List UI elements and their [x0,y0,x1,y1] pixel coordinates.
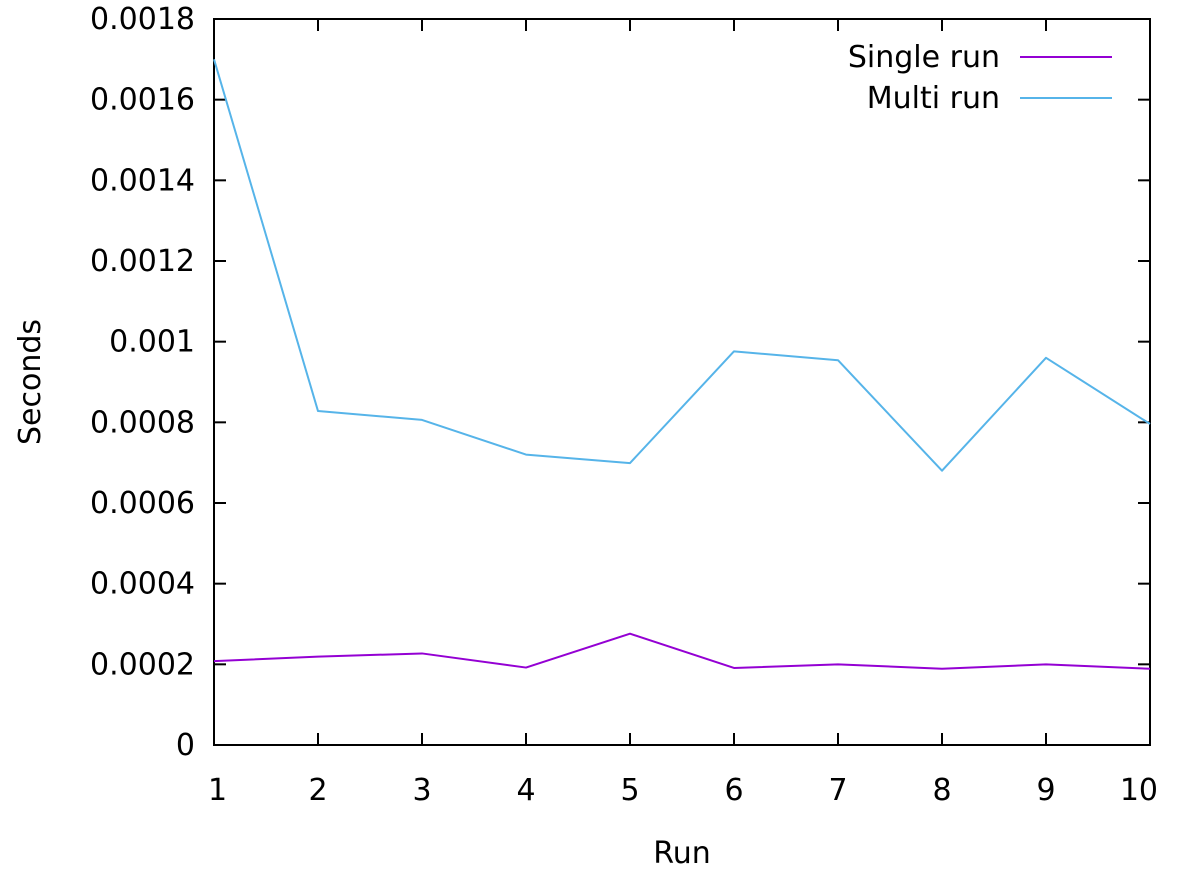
x-tick-label: 1 [208,773,227,808]
y-tick-label: 0.0012 [90,244,195,279]
x-tick-label: 5 [620,773,639,808]
series-line-multi-run [213,59,1151,472]
y-tick-label: 0.0006 [90,486,195,521]
y-tick-labels: 0 0.0002 0.0004 0.0006 0.0008 0.001 0.0012 0.00… [90,2,195,763]
x-tick-label: 10 [1120,773,1158,808]
axis-ticks [213,18,1151,746]
legend-label: Single run [848,40,1000,75]
y-tick-label: 0.0002 [90,647,195,682]
series-line-single-run [213,632,1151,670]
legend: Single run Multi run [848,40,1112,116]
y-axis-title: Seconds [13,319,48,445]
y-tick-label: 0 [176,728,195,763]
x-tick-label: 9 [1036,773,1055,808]
x-axis-title: Run [653,836,711,871]
x-tick-label: 2 [308,773,327,808]
y-tick-label: 0.001 [109,325,195,360]
y-tick-label: 0.0014 [90,163,195,198]
series-lines [213,59,1151,670]
x-tick-label: 8 [932,773,951,808]
legend-label: Multi run [867,81,1000,116]
y-tick-label: 0.0004 [90,567,195,602]
x-tick-label: 6 [724,773,743,808]
y-tick-label: 0.0018 [90,2,195,37]
x-tick-label: 7 [828,773,847,808]
x-tick-label: 4 [516,773,535,808]
y-tick-label: 0.0016 [90,83,195,118]
x-tick-label: 3 [412,773,431,808]
y-tick-label: 0.0008 [90,405,195,440]
plot-frame [213,18,1151,746]
x-tick-labels: 1 2 3 4 5 6 7 8 9 10 [208,773,1158,808]
